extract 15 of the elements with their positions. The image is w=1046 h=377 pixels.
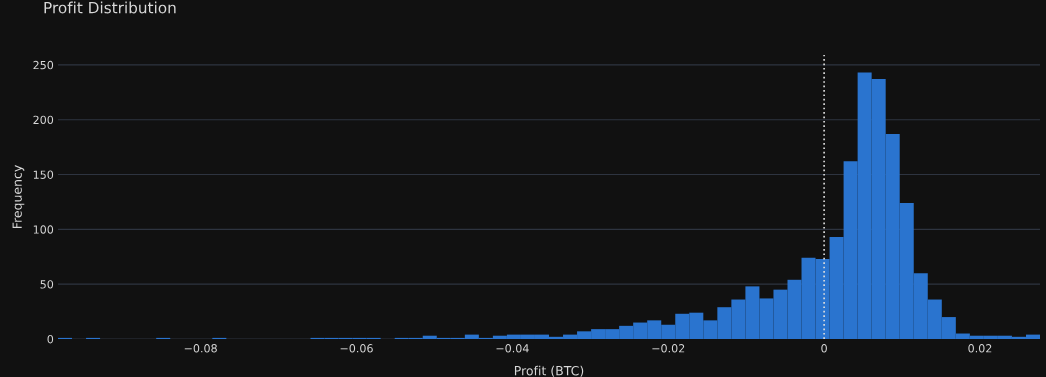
y-tick-label: 200 [33,115,54,125]
x-axis-title: Profit (BTC) [514,365,584,377]
chart-title: Profit Distribution [44,1,176,14]
x-tick-label: −0.08 [184,344,217,353]
y-tick-label: 50 [40,280,54,289]
y-tick-label: 100 [33,225,54,234]
x-tick-label: 0.02 [968,344,992,353]
y-tick-label: 150 [33,170,54,179]
y-axis-title: Frequency [12,165,25,229]
x-tick-label: −0.04 [496,344,529,353]
x-tick-label: 0 [821,344,827,353]
x-tick-label: −0.02 [652,344,685,353]
x-tick-label: −0.06 [340,344,373,353]
y-tick-label: 250 [33,60,54,70]
y-tick-label: 0 [47,334,54,344]
